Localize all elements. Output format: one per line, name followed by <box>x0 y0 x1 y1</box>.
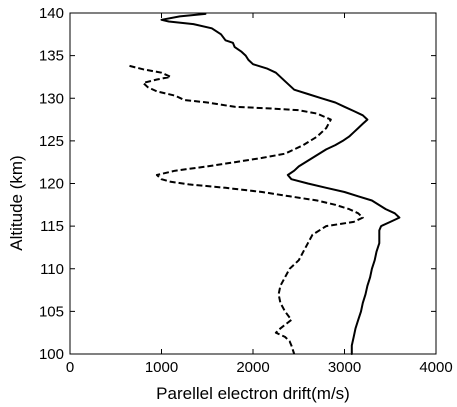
x-tick-label: 1000 <box>145 359 178 376</box>
x-tick-label: 4000 <box>419 359 452 376</box>
x-axis-label: Parellel electron drift(m/s) <box>156 384 350 403</box>
x-tick-label: 0 <box>66 359 74 376</box>
y-tick-label: 100 <box>39 346 64 363</box>
y-tick-label: 140 <box>39 5 64 22</box>
series-line-dashed <box>129 64 364 355</box>
series-line-solid <box>160 12 401 355</box>
series-layer <box>129 12 401 355</box>
y-tick-label: 105 <box>39 303 64 320</box>
y-tick-label: 115 <box>40 218 64 235</box>
y-tick-label: 125 <box>39 133 64 150</box>
y-tick-label: 130 <box>39 90 64 107</box>
x-tick-label: 2000 <box>236 359 269 376</box>
y-axis-label: Altitude (km) <box>7 155 26 250</box>
y-tick-label: 110 <box>40 261 64 278</box>
x-tick-label: 3000 <box>328 359 361 376</box>
y-tick-label: 120 <box>39 176 64 193</box>
axes-layer: 0 1000 2000 3000 4000 100 105 110 115 120 125 130 13… <box>39 5 453 376</box>
y-tick-label: 135 <box>39 48 64 65</box>
